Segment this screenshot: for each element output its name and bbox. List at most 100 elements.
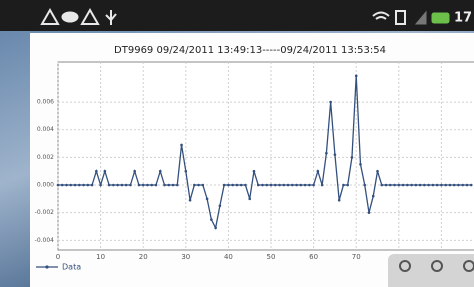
- data-point: [159, 170, 162, 173]
- chart-title: DT9969 09/24/2011 13:49:13-----09/24/201…: [114, 45, 386, 56]
- y-tick-label: 0.000: [37, 182, 54, 189]
- data-point: [202, 184, 205, 187]
- data-point: [189, 199, 192, 202]
- data-point: [87, 184, 90, 187]
- data-point: [355, 75, 358, 78]
- screen: 17 DT9969 09/24/2011 13:49:13-----09/24/…: [0, 0, 474, 287]
- data-point: [108, 184, 111, 187]
- data-point: [334, 153, 337, 156]
- x-tick-label: 30: [181, 253, 190, 261]
- data-point: [325, 152, 328, 155]
- data-point: [308, 184, 311, 187]
- data-point: [406, 184, 409, 187]
- data-point: [227, 184, 230, 187]
- data-point: [219, 204, 222, 207]
- data-point: [342, 184, 345, 187]
- x-tick-label: 20: [139, 253, 148, 261]
- data-point: [180, 144, 183, 147]
- data-point: [99, 184, 102, 187]
- data-point: [427, 184, 430, 187]
- data-point: [385, 184, 388, 187]
- data-point: [312, 184, 315, 187]
- data-point: [197, 184, 200, 187]
- data-point: [402, 184, 405, 187]
- data-point: [440, 184, 443, 187]
- data-point: [453, 184, 456, 187]
- data-point: [142, 184, 145, 187]
- x-tick-label: 10: [96, 253, 105, 261]
- data-point: [185, 170, 188, 173]
- data-point: [236, 184, 239, 187]
- data-point: [274, 184, 277, 187]
- data-point: [317, 170, 320, 173]
- x-tick-label: 70: [352, 253, 361, 261]
- data-point: [91, 184, 94, 187]
- data-point: [163, 184, 166, 187]
- data-point: [389, 184, 392, 187]
- data-point: [304, 184, 307, 187]
- data-point: [351, 156, 354, 159]
- data-point: [69, 184, 72, 187]
- data-point: [265, 184, 268, 187]
- data-point: [133, 170, 136, 173]
- data-point: [210, 218, 213, 221]
- data-point: [172, 184, 175, 187]
- data-point: [223, 184, 226, 187]
- data-point: [423, 184, 426, 187]
- data-point: [338, 199, 341, 202]
- data-point: [380, 184, 383, 187]
- data-point: [449, 184, 452, 187]
- data-point: [398, 184, 401, 187]
- data-point: [155, 184, 158, 187]
- data-point: [321, 184, 324, 187]
- data-point: [104, 170, 107, 173]
- x-tick-label: 60: [309, 253, 318, 261]
- y-tick-label: 0.002: [37, 154, 54, 161]
- data-point: [121, 184, 124, 187]
- legend-marker: [45, 265, 48, 268]
- data-point: [346, 184, 349, 187]
- data-point: [74, 184, 77, 187]
- data-point: [432, 184, 435, 187]
- data-point: [278, 184, 281, 187]
- data-point: [470, 184, 473, 187]
- data-point: [78, 184, 81, 187]
- data-point: [214, 227, 217, 230]
- data-point: [125, 184, 128, 187]
- x-tick-label: 40: [224, 253, 233, 261]
- data-point: [146, 184, 149, 187]
- data-point: [244, 184, 247, 187]
- data-point: [461, 184, 464, 187]
- data-point: [372, 195, 375, 198]
- data-point: [300, 184, 303, 187]
- data-point: [112, 184, 115, 187]
- data-point: [444, 184, 447, 187]
- data-point: [291, 184, 294, 187]
- data-point: [363, 184, 366, 187]
- data-point: [359, 163, 362, 166]
- data-point: [287, 184, 290, 187]
- data-point: [167, 184, 170, 187]
- data-point: [419, 184, 422, 187]
- x-tick-label: 0: [56, 253, 60, 261]
- data-point: [150, 184, 153, 187]
- data-point: [329, 101, 332, 104]
- data-point: [415, 184, 418, 187]
- data-point: [253, 170, 256, 173]
- x-tick-label: 50: [267, 253, 276, 261]
- data-point: [138, 184, 141, 187]
- data-point: [436, 184, 439, 187]
- data-point: [282, 184, 285, 187]
- data-point: [466, 184, 469, 187]
- data-point: [410, 184, 413, 187]
- status-time: 17: [454, 11, 472, 26]
- y-tick-label: -0.002: [35, 209, 55, 216]
- data-point: [206, 198, 209, 201]
- y-tick-label: -0.004: [35, 237, 55, 244]
- data-point: [240, 184, 243, 187]
- chart: 17 DT9969 09/24/2011 13:49:13-----09/24/…: [0, 0, 474, 287]
- zoom-controls: [388, 254, 474, 287]
- data-point: [368, 211, 371, 214]
- data-point: [82, 184, 85, 187]
- data-point: [61, 184, 64, 187]
